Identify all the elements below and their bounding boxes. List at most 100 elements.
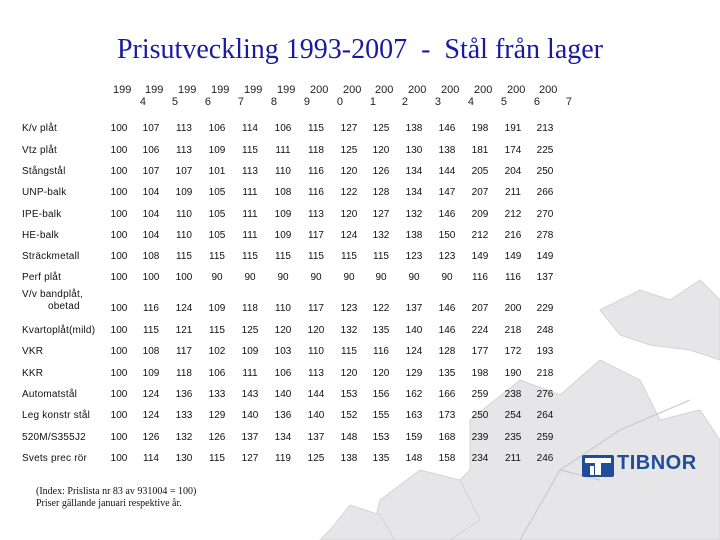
table-cell: 100 [110,389,128,400]
table-cell: 105 [208,209,226,220]
row-label-line: Sträckmetall [22,251,80,262]
row-label: IPE-balk [22,209,61,221]
table-cell: 90 [310,272,322,283]
table-cell: 172 [504,346,522,357]
row-label-line: Svets prec rör [22,453,88,464]
table-cell: 250 [471,410,489,421]
year-header-top: 200 [408,84,427,96]
year-header-cell: 199 6 [175,84,215,108]
table-cell: 115 [209,251,225,262]
table-row: IPE-balk 100 104 110 105 111 109 113 120 127 132 14… [0,209,720,223]
table-cell: 198 [471,123,489,134]
row-label: K/v plåt [22,123,57,135]
table-cell: 128 [438,346,456,357]
table-cell: 124 [142,410,160,421]
table-cell: 90 [441,272,453,283]
table-cell: 115 [308,123,324,134]
row-label-line: obetad [48,301,80,312]
table-cell: 121 [175,325,193,336]
table-cell: 115 [209,453,225,464]
table-cell: 124 [405,346,423,357]
table-cell: 177 [471,346,489,357]
year-header-bottom: 7 [565,96,572,108]
table-cell: 163 [405,410,423,421]
table-cell: 101 [208,166,226,177]
table-row: KKR 100 109 118 106 111 106 113 120 120 129 135 198 1… [0,368,720,382]
table-cell: 120 [340,166,358,177]
table-row: 520M/S355J2 100 126 132 126 137 134 137 148 153 15… [0,432,720,446]
table-cell: 110 [275,166,291,177]
table-cell: 113 [308,368,324,379]
table-cell: 116 [143,303,159,314]
table-cell: 100 [110,145,128,156]
table-cell: 152 [340,410,358,421]
table-cell: 149 [536,251,554,262]
table-cell: 212 [471,230,489,241]
table-cell: 146 [438,325,456,336]
row-label: Stångstål [22,166,66,178]
table-cell: 135 [372,325,390,336]
row-label-line: UNP-balk [22,187,67,198]
year-header-top: 200 [507,84,526,96]
year-header-top: 199 [244,84,263,96]
year-header-top: 200 [375,84,394,96]
table-cell: 218 [504,325,522,336]
table-row: Sträckmetall 100 108 115 115 115 115 115 115 115 1… [0,251,720,265]
table-cell: 132 [175,432,193,443]
tibnor-logo-icon [582,455,614,477]
table-cell: 216 [504,230,522,241]
table-cell: 111 [242,368,258,379]
table-cell: 156 [372,389,390,400]
table-cell: 113 [242,166,258,177]
tibnor-logo-text: TIBNOR [617,452,697,474]
table-cell: 109 [241,346,259,357]
table-cell: 100 [110,251,128,262]
table-cell: 207 [471,303,489,314]
table-row: UNP-balk 100 104 109 105 111 108 116 122 128 134 14… [0,187,720,201]
row-label-line: IPE-balk [22,209,62,220]
table-cell: 100 [110,230,128,241]
table-cell: 100 [110,123,128,134]
table-cell: 90 [211,272,223,283]
year-header-cell: 199 9 [274,84,314,108]
table-cell: 133 [175,410,193,421]
table-cell: 111 [275,145,291,156]
table-cell: 120 [274,325,292,336]
table-cell: 109 [274,209,292,220]
table-cell: 235 [504,432,522,443]
table-row: Stångstål 100 107 107 101 113 110 116 120 126 134 1… [0,166,720,180]
table-cell: 118 [242,303,258,314]
year-header-top: 199 [211,84,230,96]
year-header-bottom: 9 [303,96,310,108]
table-cell: 116 [308,166,324,177]
table-cell: 150 [438,230,456,241]
table-cell: 100 [110,166,128,177]
table-cell: 132 [405,209,423,220]
table-cell: 115 [242,145,258,156]
year-header-top: 200 [474,84,493,96]
table-cell: 109 [208,145,226,156]
year-header-cell: 200 6 [504,84,544,108]
table-cell: 104 [142,187,160,198]
row-label: Sträckmetall [22,251,79,263]
table-cell: 125 [241,325,259,336]
table-cell: 138 [405,123,423,134]
table-cell: 107 [142,123,160,134]
table-cell: 116 [472,272,488,283]
table-cell: 146 [438,123,456,134]
table-cell: 191 [504,123,522,134]
table-cell: 120 [307,325,325,336]
table-cell: 117 [308,303,324,314]
table-cell: 229 [536,303,554,314]
table-cell: 125 [340,145,358,156]
row-label-line: HE-balk [22,230,59,241]
table-cell: 246 [536,453,554,464]
table-cell: 111 [242,187,258,198]
table-cell: 114 [242,123,258,134]
table-cell: 127 [372,209,390,220]
table-cell: 136 [175,389,193,400]
table-cell: 135 [438,368,456,379]
row-label-line: Kvartoplåt(mild) [22,325,96,336]
row-label: Automatstål [22,389,77,401]
table-cell: 100 [110,368,128,379]
